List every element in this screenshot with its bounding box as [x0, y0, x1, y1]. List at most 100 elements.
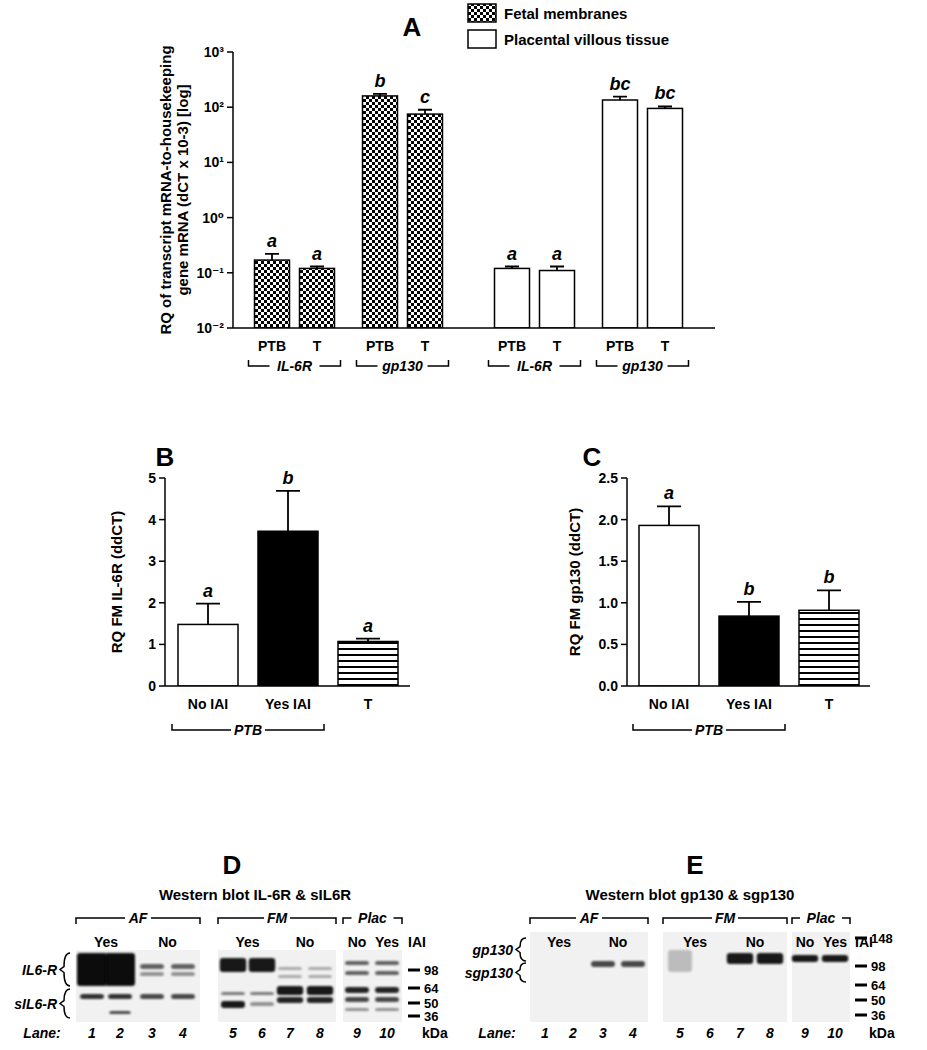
- bar: [639, 525, 699, 686]
- x-tick-label: PTB: [366, 338, 394, 354]
- error-bar: [418, 110, 432, 114]
- bracket-gap: [618, 358, 668, 374]
- x-tick-label: PTB: [498, 338, 526, 354]
- bar: [363, 96, 398, 328]
- bands: [77, 953, 399, 1014]
- band: [621, 961, 645, 967]
- iai-label: No: [296, 934, 315, 950]
- band: [171, 994, 195, 999]
- band: [171, 972, 195, 976]
- y-tick-label: 5: [148, 470, 156, 486]
- error-bar: [613, 97, 627, 100]
- band-label: sIL6-R: [14, 996, 58, 1012]
- y-tick-label: 2.0: [599, 512, 619, 528]
- y-tick: [227, 217, 233, 219]
- y-axis: [626, 478, 628, 686]
- band: [108, 994, 132, 999]
- band: [375, 961, 399, 965]
- y-tick: [159, 477, 165, 479]
- band: [277, 997, 303, 1003]
- band: [375, 971, 399, 975]
- iai-label: No: [348, 934, 367, 950]
- y-tick-label: 3: [148, 553, 156, 569]
- y-tick-label: 2.5: [599, 470, 619, 486]
- x-axis: [165, 685, 410, 687]
- error-bar: [658, 106, 672, 108]
- marker-unit: kDa: [422, 1025, 448, 1041]
- y-tick: [159, 685, 165, 687]
- significance-letter: bc: [654, 83, 675, 103]
- significance-letter: b: [283, 468, 294, 488]
- lane-number: 7: [286, 1025, 295, 1041]
- marker-label: 98: [424, 963, 438, 978]
- marker-label: 64: [871, 978, 886, 993]
- band: [727, 953, 753, 964]
- bands: [591, 950, 848, 972]
- bracket-gap: [378, 358, 428, 374]
- iai-label: Yes: [235, 934, 259, 950]
- y-tick-label: 10⁰: [202, 210, 224, 226]
- chart-C: abb0.00.51.01.52.02.5No IAIYes IAITPTBRQ…: [566, 442, 870, 738]
- marker-dash: [855, 999, 867, 1002]
- significance-letter: a: [267, 231, 277, 251]
- iai-label: Yes: [94, 934, 118, 950]
- error-bar: [505, 267, 519, 269]
- y-tick-label: 4: [148, 512, 156, 528]
- group-label: PTB: [234, 722, 262, 738]
- band: [140, 972, 164, 976]
- lane-number: 9: [801, 1025, 809, 1041]
- y-tick-label: 1.0: [599, 595, 619, 611]
- band: [375, 1008, 399, 1011]
- band: [278, 967, 302, 970]
- lane-number: 8: [766, 1025, 774, 1041]
- lane-number: 2: [568, 1025, 577, 1041]
- band: [345, 997, 369, 1002]
- legend-swatch: [468, 4, 496, 22]
- bar: [719, 616, 779, 686]
- iai-title: IAI: [408, 934, 426, 950]
- y-tick: [227, 51, 233, 53]
- bracket-gap: [800, 910, 842, 926]
- band: [250, 1002, 274, 1006]
- band: [792, 955, 818, 962]
- y-axis: [164, 478, 166, 686]
- band-label: gp130: [472, 942, 514, 958]
- y-tick-label: 0.5: [599, 636, 619, 652]
- group-label: IL-6R: [517, 358, 553, 374]
- group-label: gp130: [621, 358, 663, 374]
- brace: [516, 938, 526, 961]
- y-tick-label: 10⁻²: [196, 320, 224, 336]
- plot-area: [639, 506, 859, 686]
- band: [591, 961, 615, 967]
- brace: [60, 953, 70, 986]
- bar: [338, 641, 398, 686]
- bracket-gap: [712, 910, 738, 926]
- significance-letter: c: [420, 87, 430, 107]
- group-label: FM: [715, 910, 736, 926]
- group-label: PTB: [695, 722, 723, 738]
- marker-dash: [408, 969, 420, 972]
- bracket-gap: [576, 910, 602, 926]
- group-label: FM: [267, 910, 288, 926]
- background: [0, 0, 927, 1050]
- lane-number: 10: [379, 1025, 395, 1041]
- bar: [648, 108, 683, 328]
- x-tick-label: No IAI: [649, 696, 689, 712]
- marker-unit: kDa: [869, 1025, 895, 1041]
- x-tick-label: No IAI: [188, 696, 228, 712]
- panel-letter: A: [403, 12, 422, 42]
- y-tick-label: 10⁻¹: [196, 265, 224, 281]
- lane-number: 9: [353, 1025, 361, 1041]
- iai-label: No: [746, 934, 765, 950]
- band: [171, 964, 195, 969]
- band: [221, 992, 245, 995]
- bar: [255, 260, 290, 328]
- blot-image: [663, 932, 787, 1022]
- plot-area: [178, 491, 398, 686]
- band: [307, 986, 333, 995]
- significance-letter: a: [664, 483, 674, 503]
- bracket-gap: [352, 910, 394, 926]
- band: [307, 997, 333, 1003]
- y-tick-label: 0: [148, 678, 156, 694]
- brace: [516, 963, 526, 982]
